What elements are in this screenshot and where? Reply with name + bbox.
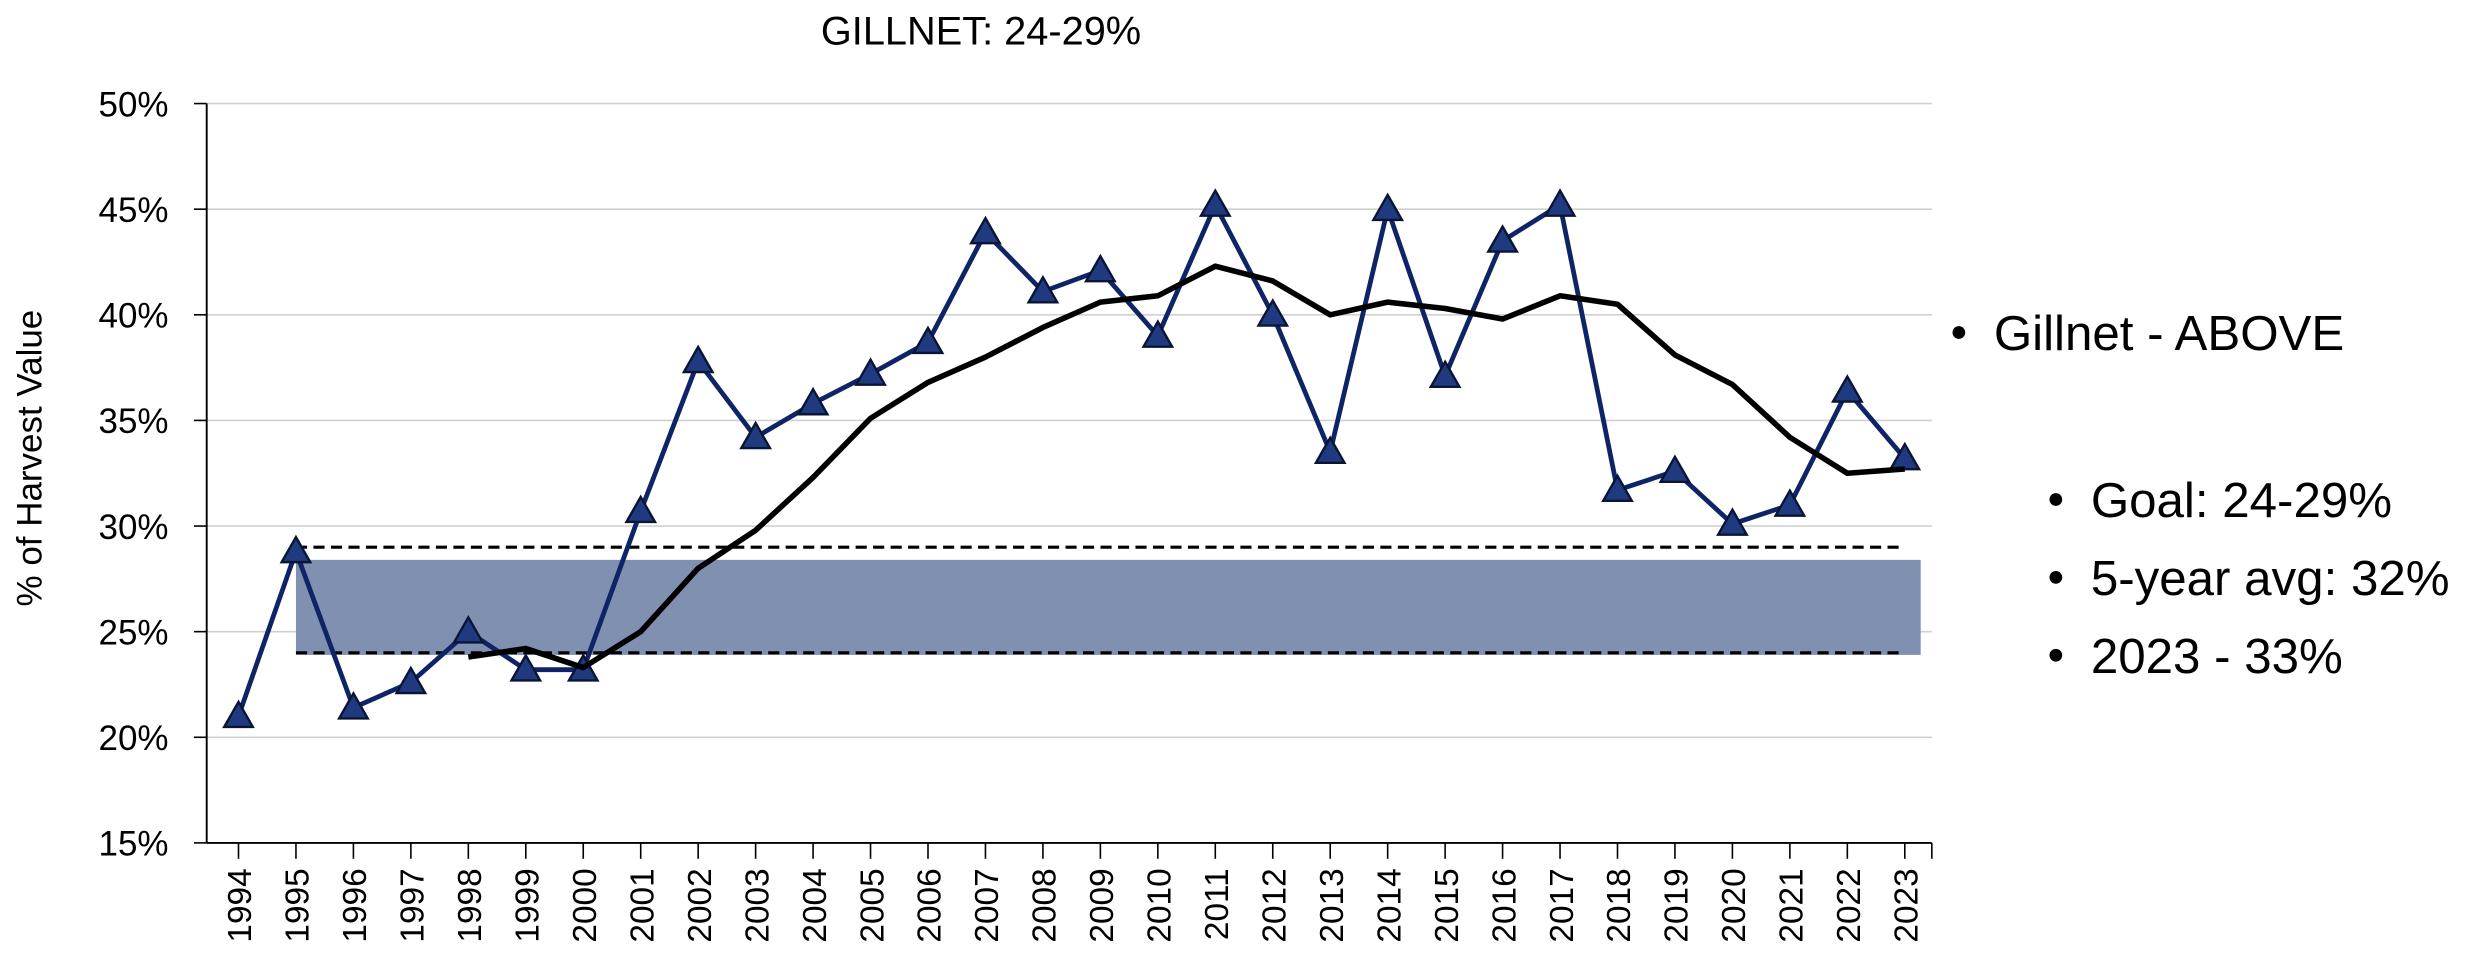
x-tick-label: 2019	[1659, 868, 1696, 942]
data-point	[1141, 319, 1175, 348]
x-tick-label: 2009	[1084, 868, 1121, 942]
data-point	[911, 325, 945, 355]
data-point	[1428, 359, 1462, 388]
x-tick-label: 2021	[1774, 868, 1811, 942]
y-tick-label: 30%	[99, 508, 169, 547]
data-point	[337, 690, 370, 720]
y-tick-label: 15%	[99, 825, 169, 864]
x-tick-label: 2014	[1371, 868, 1408, 942]
x-tick-label: 2000	[567, 868, 604, 942]
x-tick-label: 1995	[280, 868, 317, 942]
annotation: 5-year avg: 32%	[2091, 551, 2450, 606]
y-tick-label: 25%	[99, 613, 169, 652]
x-tick-label: 2001	[624, 868, 661, 942]
y-tick-label: 20%	[99, 719, 169, 758]
data-point	[1084, 253, 1117, 283]
data-point	[624, 494, 658, 524]
data-point	[1371, 192, 1405, 222]
data-point	[1256, 298, 1290, 327]
x-tick-label: 1998	[452, 868, 489, 942]
data-point	[1543, 188, 1577, 217]
x-tick-label: 2010	[1142, 868, 1179, 942]
x-tick-label: 2012	[1256, 868, 1293, 942]
x-tick-label: 1996	[337, 868, 374, 942]
annotation: Goal: 24-29%	[2091, 473, 2392, 528]
series-line	[236, 202, 1907, 717]
x-tick-label: 2008	[1027, 868, 1064, 942]
data-point	[796, 386, 830, 416]
data-point	[222, 699, 255, 729]
x-tick-label: 2002	[682, 868, 719, 942]
y-tick-label: 35%	[99, 402, 169, 441]
x-tick-label: 2015	[1429, 868, 1466, 942]
data-point	[969, 215, 1002, 245]
x-tick-label: 1997	[395, 868, 432, 942]
y-axis-label: % of Harvest Value	[10, 310, 49, 607]
bullet	[2049, 571, 2063, 584]
data-point	[739, 420, 772, 450]
x-tick-label: 2007	[969, 868, 1006, 942]
data-point	[1830, 374, 1864, 403]
x-tick-label: 2020	[1716, 868, 1753, 942]
data-point	[509, 652, 543, 682]
x-tick-label: 2022	[1831, 868, 1868, 942]
data-point	[279, 534, 313, 564]
x-tick-label: 2023	[1889, 868, 1926, 942]
bullet	[1952, 326, 1966, 339]
x-tick-label: 2016	[1486, 868, 1523, 942]
data-point	[1773, 488, 1807, 517]
data-point	[1658, 454, 1692, 484]
x-tick-label: 2005	[854, 868, 891, 942]
data-point	[1716, 507, 1749, 536]
data-point	[1313, 435, 1347, 465]
bullet	[2049, 493, 2063, 506]
x-tick-label: 2018	[1601, 868, 1638, 942]
x-tick-label: 2004	[797, 868, 834, 942]
x-tick-label: 2011	[1199, 868, 1236, 940]
y-tick-label: 45%	[99, 191, 169, 230]
annotation: 2023 - 33%	[2091, 629, 2343, 684]
data-point	[1486, 224, 1519, 253]
data-point	[1198, 188, 1232, 217]
data-point	[451, 614, 485, 644]
data-point	[394, 665, 428, 695]
x-tick-label: 2006	[912, 868, 949, 942]
y-tick-label: 40%	[99, 297, 169, 336]
x-tick-label: 1999	[510, 868, 547, 942]
y-tick-label: 50%	[99, 85, 169, 124]
annotation: Gillnet - ABOVE	[1994, 306, 2344, 361]
data-point	[1026, 274, 1060, 304]
x-tick-label: 2013	[1314, 868, 1351, 942]
data-point	[854, 357, 887, 386]
bullet	[2049, 648, 2063, 662]
goal-band	[295, 559, 1921, 655]
data-point	[681, 344, 715, 374]
x-tick-label: 1994	[222, 868, 259, 942]
series-line	[467, 263, 1905, 671]
x-tick-label: 2017	[1544, 868, 1581, 942]
chart-title: GILLNET: 24-29%	[821, 10, 1141, 54]
x-tick-label: 2003	[739, 868, 776, 942]
data-point	[1601, 473, 1634, 503]
